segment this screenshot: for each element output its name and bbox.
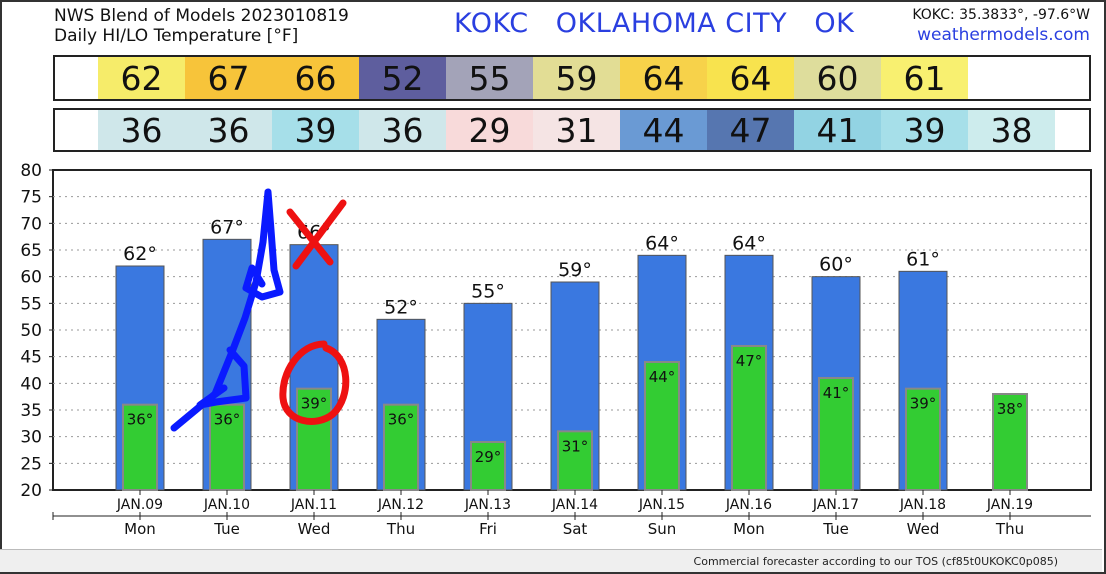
x-date-label: JAN.13	[464, 497, 511, 513]
y-tick-label: 80	[20, 161, 42, 181]
lo-temperature-row: 36 36 39 36 29 31 44 47 41 39 38	[53, 108, 1091, 152]
y-tick-label: 35	[20, 401, 42, 421]
lo-bar-label: 47°	[736, 352, 763, 370]
lo-temp-cell: 44	[620, 110, 707, 150]
x-day-label: Wed	[907, 520, 940, 538]
y-tick-label: 25	[20, 454, 42, 474]
hi-temp-cell: 60	[794, 57, 881, 99]
hi-temp-cell: 55	[446, 57, 533, 99]
lo-bar	[209, 403, 245, 491]
hi-temp-cell: 59	[533, 57, 620, 99]
lo-bar-label: 36°	[214, 411, 241, 429]
site-link[interactable]: weathermodels.com	[917, 25, 1090, 45]
x-day-label: Sun	[648, 520, 677, 538]
x-day-label: Thu	[995, 520, 1024, 538]
lo-temp-cell: 39	[881, 110, 968, 150]
lo-bar-label: 36°	[127, 411, 154, 429]
lo-bar-label: 44°	[649, 368, 676, 386]
hi-temp-cell: 66	[272, 57, 359, 99]
x-day-label: Tue	[822, 520, 849, 538]
lo-temp-cell: 38	[968, 110, 1055, 150]
y-tick-label: 70	[20, 214, 42, 234]
y-tick-label: 65	[20, 241, 42, 261]
lo-bar	[992, 393, 1028, 491]
lo-bar	[296, 387, 332, 491]
lo-bar-label: 38°	[997, 400, 1024, 418]
lo-bar	[383, 403, 419, 491]
lo-bar-label: 39°	[301, 395, 328, 413]
x-date-label: JAN.16	[725, 497, 772, 513]
y-tick-label: 55	[20, 294, 42, 314]
lo-temp-cell: 39	[272, 110, 359, 150]
lo-bar-label: 39°	[910, 395, 937, 413]
hi-temp-cell: 64	[620, 57, 707, 99]
lo-bar-label: 29°	[475, 448, 502, 466]
lo-temp-cell: 31	[533, 110, 620, 150]
y-tick-label: 50	[20, 321, 42, 341]
lo-bar	[731, 345, 767, 491]
x-date-label: JAN.19	[986, 497, 1033, 513]
lo-bar	[557, 430, 593, 492]
lo-temp-cell: 36	[359, 110, 446, 150]
y-tick-label: 40	[20, 374, 42, 394]
hi-temp-cell: 52	[359, 57, 446, 99]
x-date-label: JAN.12	[377, 497, 424, 513]
footer-note: Commercial forecaster according to our T…	[693, 555, 1058, 568]
hi-temp-cell: 67	[185, 57, 272, 99]
x-date-label: JAN.15	[638, 497, 685, 513]
model-title: NWS Blend of Models 2023010819	[54, 6, 349, 26]
hi-bar-label: 59°	[558, 259, 592, 281]
y-tick-label: 45	[20, 348, 42, 368]
lo-temp-cell: 36	[185, 110, 272, 150]
footer-bar	[0, 549, 1102, 572]
hi-temp-cell: 62	[98, 57, 185, 99]
hi-bar-label: 55°	[471, 280, 505, 302]
hi-temp-cell: 64	[707, 57, 794, 99]
x-date-label: JAN.09	[116, 497, 163, 513]
lo-temp-cell: 36	[98, 110, 185, 150]
x-date-label: JAN.11	[290, 497, 337, 513]
x-day-label: Fri	[479, 520, 497, 538]
lo-temp-cell: 41	[794, 110, 881, 150]
lo-bar	[644, 361, 680, 491]
x-date-label: JAN.14	[551, 497, 598, 513]
x-date-label: JAN.10	[203, 497, 250, 513]
x-date-label: JAN.17	[812, 497, 859, 513]
lo-temp-cell: 47	[707, 110, 794, 150]
hi-temperature-row: 62 67 66 52 55 59 64 64 60 61	[53, 55, 1091, 101]
hi-bar-label: 64°	[732, 232, 766, 254]
x-day-label: Sat	[563, 520, 588, 538]
hi-bar-label: 61°	[906, 248, 940, 270]
x-day-label: Wed	[298, 520, 331, 538]
x-day-label: Tue	[213, 520, 240, 538]
x-day-label: Mon	[733, 520, 765, 538]
chart-subtitle: Daily HI/LO Temperature [°F]	[54, 26, 299, 46]
lo-bar-label: 31°	[562, 437, 589, 455]
hi-bar-label: 67°	[210, 216, 244, 238]
x-date-label: JAN.18	[899, 497, 946, 513]
annotation-x-mark	[286, 199, 347, 270]
y-tick-label: 75	[20, 188, 42, 208]
hi-bar-label: 52°	[384, 296, 418, 318]
annotation-a-mark	[170, 188, 284, 432]
lo-bar-label: 41°	[823, 384, 850, 402]
station-coordinates: KOKC: 35.3833°, -97.6°W	[912, 7, 1090, 23]
hi-bar-label: 60°	[819, 254, 853, 276]
station-title: KOKC OKLAHOMA CITY OK	[454, 8, 855, 39]
hi-temp-cell: 61	[881, 57, 968, 99]
x-day-label: Thu	[386, 520, 415, 538]
lo-bar	[818, 377, 854, 491]
lo-bar	[905, 387, 941, 491]
y-tick-label: 30	[20, 428, 42, 448]
hi-bar-label: 62°	[123, 243, 157, 265]
hi-bar-label: 64°	[645, 232, 679, 254]
lo-bar-label: 36°	[388, 411, 415, 429]
annotation-o-mark	[279, 340, 350, 425]
y-tick-label: 20	[20, 481, 42, 501]
x-day-label: Mon	[124, 520, 156, 538]
lo-temp-cell: 29	[446, 110, 533, 150]
y-tick-label: 60	[20, 268, 42, 288]
